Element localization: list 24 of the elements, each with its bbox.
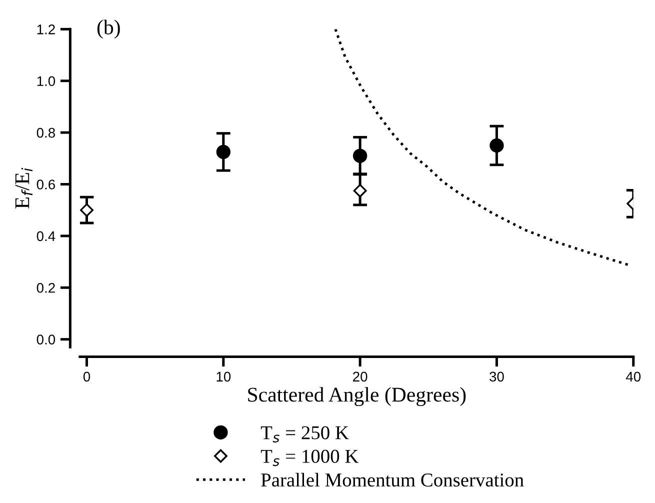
line-series: [334, 29, 631, 266]
x-axis-title: Scattered Angle (Degrees): [248, 387, 466, 406]
y-tick-label: 0.4: [36, 231, 56, 242]
x-tick-label: 20: [353, 372, 368, 382]
y-tick-label: 0.8: [36, 128, 55, 138]
y-tick-label: 1.0: [37, 76, 56, 86]
point: [80, 203, 94, 217]
y-tick-label: 0.6: [36, 180, 55, 190]
y-tick-label: 0.2: [36, 282, 55, 293]
legend-label: Parallel Momentum Conservation: [261, 472, 524, 487]
y-axis-title: E$_{f}$/E$_{i}$: [15, 168, 32, 209]
point: [216, 144, 230, 160]
point: [490, 138, 504, 153]
chart-title: (b): [97, 20, 120, 39]
y-tick-label: 0.0: [36, 334, 56, 344]
x-tick-label: 40: [626, 372, 641, 382]
point: [352, 148, 368, 163]
point: [353, 184, 367, 198]
x-tick-label: 30: [490, 372, 504, 382]
legend-label: T$_{s}$ = 250 K: [260, 426, 349, 443]
y-tick-label: 1.2: [37, 24, 55, 34]
x-tick-label: 0: [83, 372, 90, 382]
x-tick-label: 10: [216, 372, 231, 382]
legend-label: T$_{s}$ = 1000 K: [260, 450, 359, 466]
